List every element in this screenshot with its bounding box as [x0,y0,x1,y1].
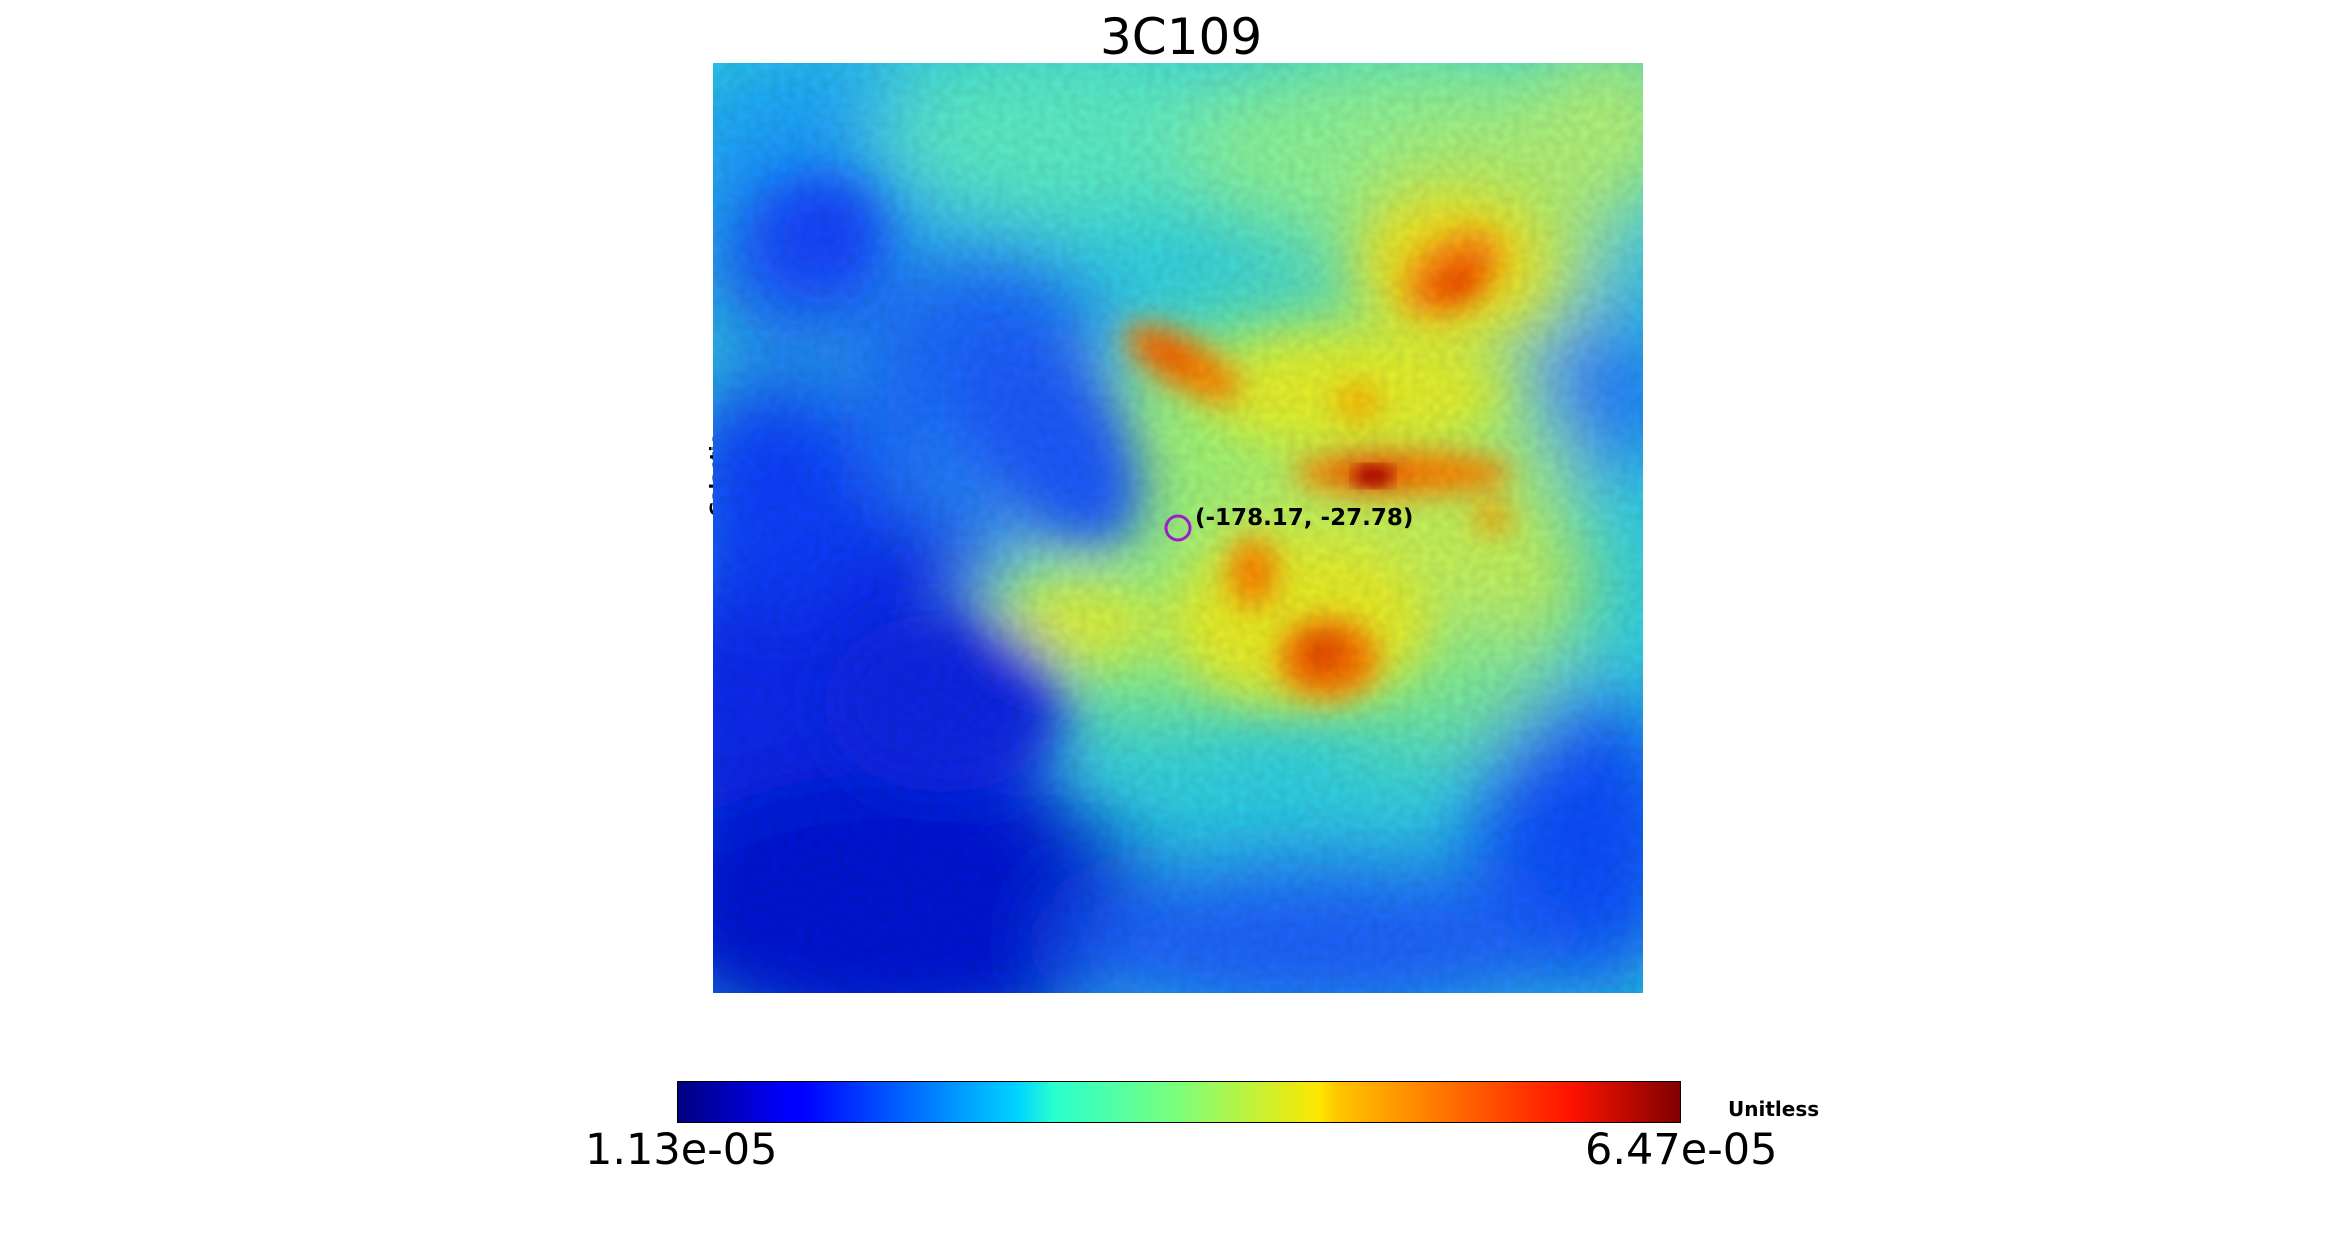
colorbar-unit-label: Unitless [1728,1097,1820,1121]
target-marker-icon [1164,514,1192,542]
map-title: 3C109 [1100,8,1263,66]
target-coordinate-label: (-178.17, -27.78) [1195,505,1414,531]
colorbar-max-label: 6.47e-05 [1585,1125,1778,1175]
colorbar-min-label: 1.13e-05 [585,1125,778,1175]
sky-map [713,63,1643,993]
colorbar [677,1081,1681,1123]
